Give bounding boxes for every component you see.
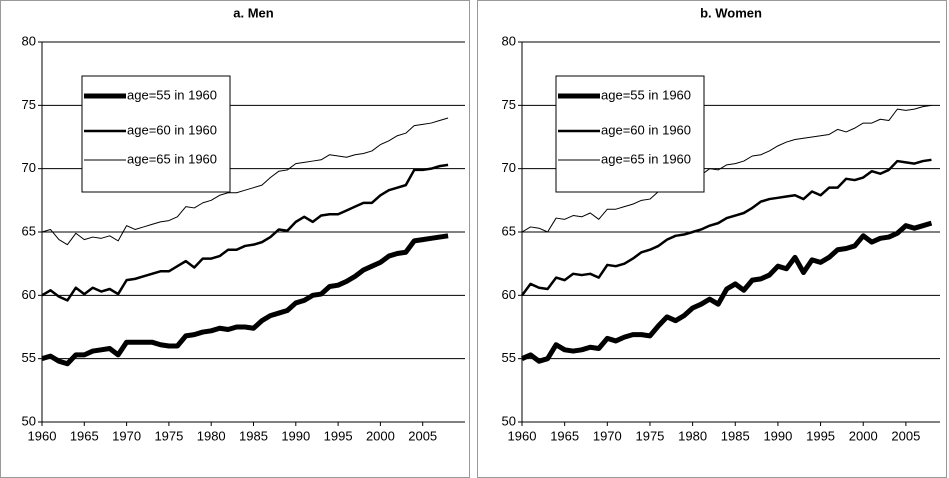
x-tick-label: 1975 [154, 428, 183, 443]
x-tick-label: 1990 [281, 428, 310, 443]
y-tick-label: 75 [22, 97, 36, 112]
y-tick-label: 55 [502, 350, 516, 365]
series-line [41, 233, 449, 367]
legend-label: age=55 in 1960 [601, 87, 691, 102]
y-tick-label: 50 [22, 413, 36, 428]
legend-label: age=60 in 1960 [127, 122, 217, 137]
series-line [41, 163, 449, 302]
x-tick-label: 2005 [891, 428, 920, 443]
x-tick-label: 1975 [635, 428, 664, 443]
legend-label: age=65 in 1960 [127, 151, 217, 166]
legend-label: age=55 in 1960 [127, 87, 217, 102]
y-tick-label: 80 [502, 33, 516, 48]
legend-label: age=60 in 1960 [601, 122, 691, 137]
x-tick-label: 1965 [70, 428, 99, 443]
x-tick-label: 2000 [366, 428, 395, 443]
y-tick-label: 80 [22, 33, 36, 48]
x-tick-label: 1985 [721, 428, 750, 443]
y-tick-label: 60 [22, 287, 36, 302]
series-line [520, 158, 932, 297]
x-tick-label: 1980 [678, 428, 707, 443]
x-tick-label: 1980 [197, 428, 226, 443]
y-tick-label: 70 [22, 160, 36, 175]
y-tick-label: 60 [502, 287, 516, 302]
series-line [41, 117, 449, 246]
legend-label: age=65 in 1960 [601, 151, 691, 166]
y-tick-label: 65 [22, 223, 36, 238]
x-tick-label: 1965 [550, 428, 579, 443]
y-tick-label: 75 [502, 97, 516, 112]
panel-frame [0, 0, 470, 478]
chart-title: b. Women [700, 5, 762, 20]
x-tick-label: 1970 [112, 428, 141, 443]
series-line [520, 220, 933, 364]
x-tick-label: 1970 [593, 428, 622, 443]
y-tick-label: 50 [502, 413, 516, 428]
y-tick-label: 55 [22, 350, 36, 365]
x-tick-label: 1990 [763, 428, 792, 443]
series-line [521, 104, 932, 233]
x-tick-label: 1985 [239, 428, 268, 443]
y-tick-label: 70 [502, 160, 516, 175]
x-tick-label: 1995 [806, 428, 835, 443]
x-tick-label: 2000 [849, 428, 878, 443]
x-tick-label: 2005 [408, 428, 437, 443]
y-tick-label: 65 [502, 223, 516, 238]
x-tick-label: 1960 [28, 428, 57, 443]
x-tick-label: 1995 [324, 428, 353, 443]
x-tick-label: 1960 [508, 428, 537, 443]
chart-title: a. Men [233, 5, 274, 20]
